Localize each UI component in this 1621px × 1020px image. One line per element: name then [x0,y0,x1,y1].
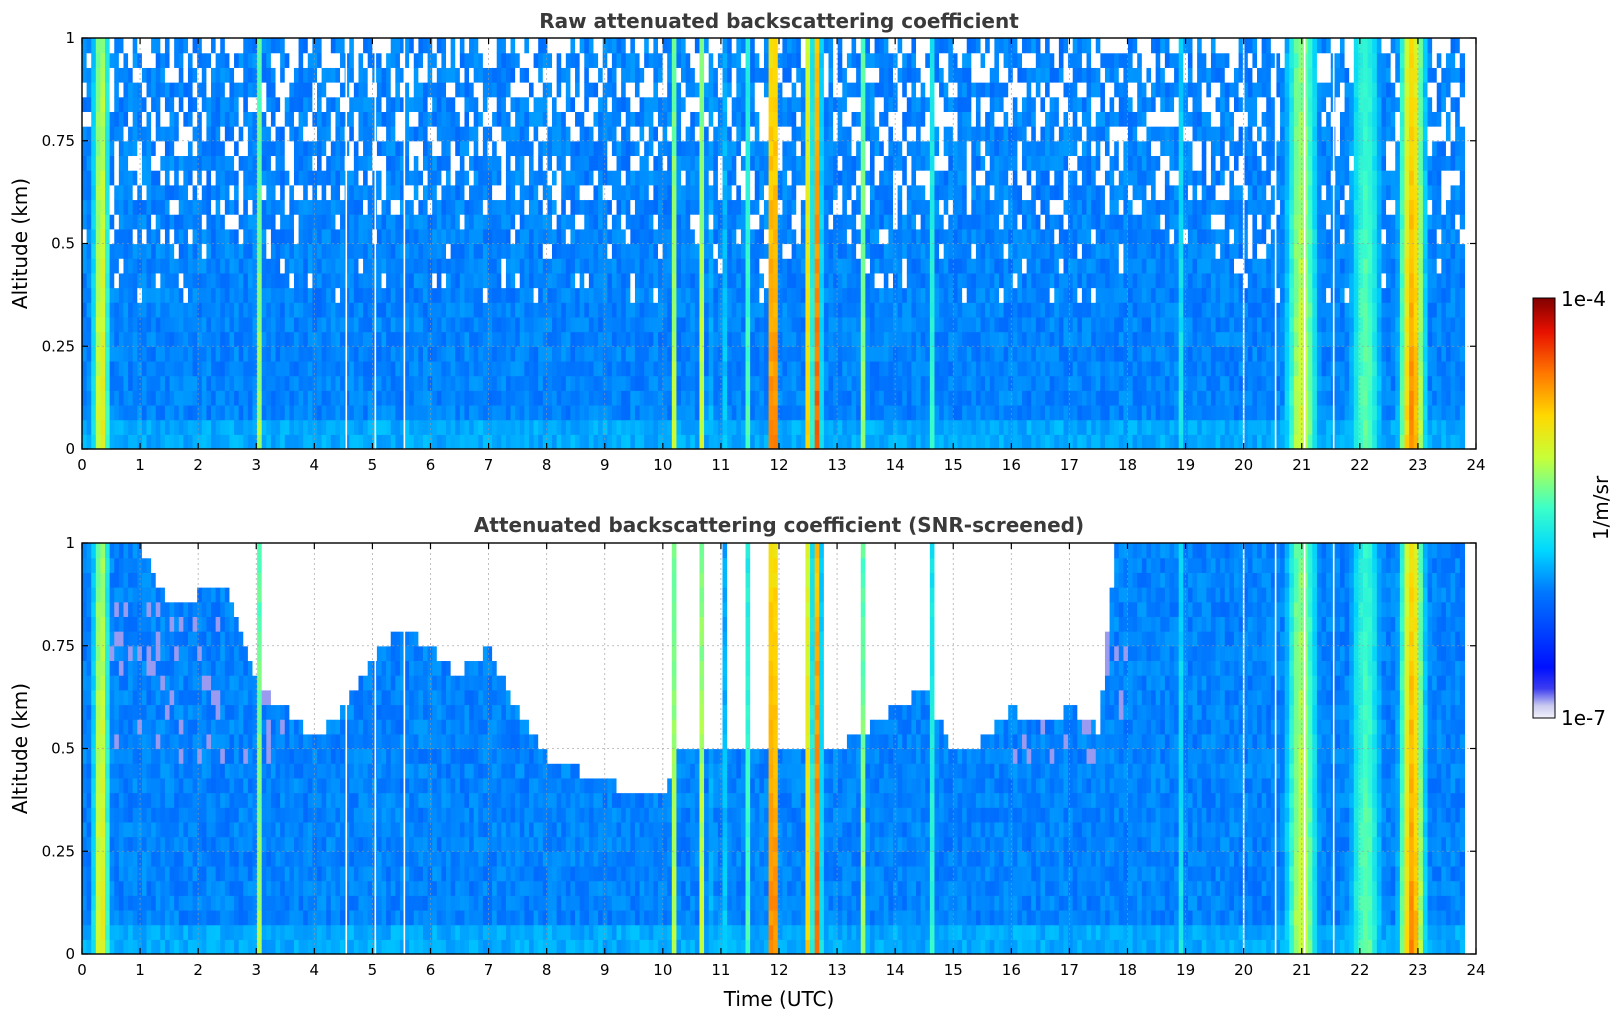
x-tick-label: 10 [653,456,672,474]
panel-raw-x-axis: 0 1 2 3 4 5 6 7 8 9 10 11 12 13 14 15 16 17 18 19 20 21 22 23 24 [77,38,1486,474]
x-tick-label: 23 [1408,456,1427,474]
x-tick-label: 4 [310,961,320,979]
x-tick-label: 16 [1002,456,1021,474]
x-tick-label: 9 [600,456,610,474]
x-tick-label: 0 [77,456,87,474]
x-tick-label: 24 [1466,961,1485,979]
y-tick-label: 0.5 [51,740,75,758]
x-tick-label: 18 [1118,456,1137,474]
y-tick-label: 1 [65,29,75,47]
x-tick-label: 20 [1234,961,1253,979]
x-tick-label: 3 [251,961,261,979]
x-tick-label: 21 [1292,961,1311,979]
colorbar: 1e-4 1e-7 1/m/sr [1532,287,1613,730]
x-tick-label: 18 [1118,961,1137,979]
x-tick-label: 6 [426,456,436,474]
x-tick-label: 2 [193,456,203,474]
colorbar-min-label: 1e-7 [1561,706,1606,730]
x-tick-label: 6 [426,961,436,979]
x-tick-label: 7 [484,961,494,979]
x-tick-label: 20 [1234,456,1253,474]
x-tick-label: 19 [1176,961,1195,979]
panel-raw-y-axis: 0 0.25 0.5 0.75 1 [42,29,1476,458]
x-tick-label: 22 [1350,456,1369,474]
colorbar-unit-label: 1/m/sr [1589,475,1613,540]
colorbar-gradient [1532,297,1556,719]
x-tick-label: 21 [1292,456,1311,474]
x-tick-label: 14 [886,961,905,979]
panel-raw-ylabel: Altitude (km) [8,178,32,309]
x-tick-label: 5 [368,456,378,474]
x-tick-label: 16 [1002,961,1021,979]
x-tick-label: 17 [1060,456,1079,474]
x-tick-label: 22 [1350,961,1369,979]
x-tick-label: 19 [1176,456,1195,474]
x-tick-label: 24 [1466,456,1485,474]
x-tick-label: 23 [1408,961,1427,979]
x-tick-label: 11 [711,961,730,979]
x-tick-label: 8 [542,961,552,979]
panel-screened-x-axis: 0 1 2 3 4 5 6 7 8 9 10 11 12 13 14 15 16 17 18 19 20 21 22 23 24 [77,543,1486,979]
panel-screened-title: Attenuated backscattering coefficient (S… [474,513,1084,537]
x-tick-label: 9 [600,961,610,979]
x-tick-label: 8 [542,456,552,474]
colorbar-max-label: 1e-4 [1561,287,1606,311]
panel-screened-y-axis: 0 0.25 0.5 0.75 1 [42,534,1476,963]
y-tick-label: 0.75 [42,637,75,655]
x-tick-label: 12 [769,961,788,979]
x-tick-label: 2 [193,961,203,979]
x-tick-label: 5 [368,961,378,979]
x-tick-label: 14 [886,456,905,474]
x-tick-label: 11 [711,456,730,474]
panel-raw-heatmap [82,38,1465,449]
x-tick-label: 17 [1060,961,1079,979]
panel-screened: Attenuated backscattering coefficient (S… [8,513,1486,1011]
panel-raw: Raw attenuated backscattering coefficien… [8,9,1486,474]
y-tick-label: 0 [65,945,75,963]
y-tick-label: 0.25 [42,842,75,860]
x-tick-label: 0 [77,961,87,979]
x-tick-label: 15 [944,456,963,474]
y-tick-label: 0.25 [42,337,75,355]
y-tick-label: 0 [65,440,75,458]
x-tick-label: 10 [653,961,672,979]
panel-screened-xlabel: Time (UTC) [723,987,835,1011]
x-tick-label: 13 [828,961,847,979]
panel-screened-heatmap [82,543,1465,954]
x-tick-label: 4 [310,456,320,474]
x-tick-label: 1 [135,961,145,979]
y-tick-label: 0.5 [51,235,75,253]
panel-raw-title: Raw attenuated backscattering coefficien… [539,9,1019,33]
x-tick-label: 3 [251,456,261,474]
x-tick-label: 7 [484,456,494,474]
panel-screened-grid [82,543,1476,954]
y-tick-label: 0.75 [42,132,75,150]
x-tick-label: 12 [769,456,788,474]
y-tick-label: 1 [65,534,75,552]
panel-screened-ylabel: Altitude (km) [8,683,32,814]
x-tick-label: 13 [828,456,847,474]
panel-raw-grid [82,38,1476,449]
x-tick-label: 1 [135,456,145,474]
x-tick-label: 15 [944,961,963,979]
